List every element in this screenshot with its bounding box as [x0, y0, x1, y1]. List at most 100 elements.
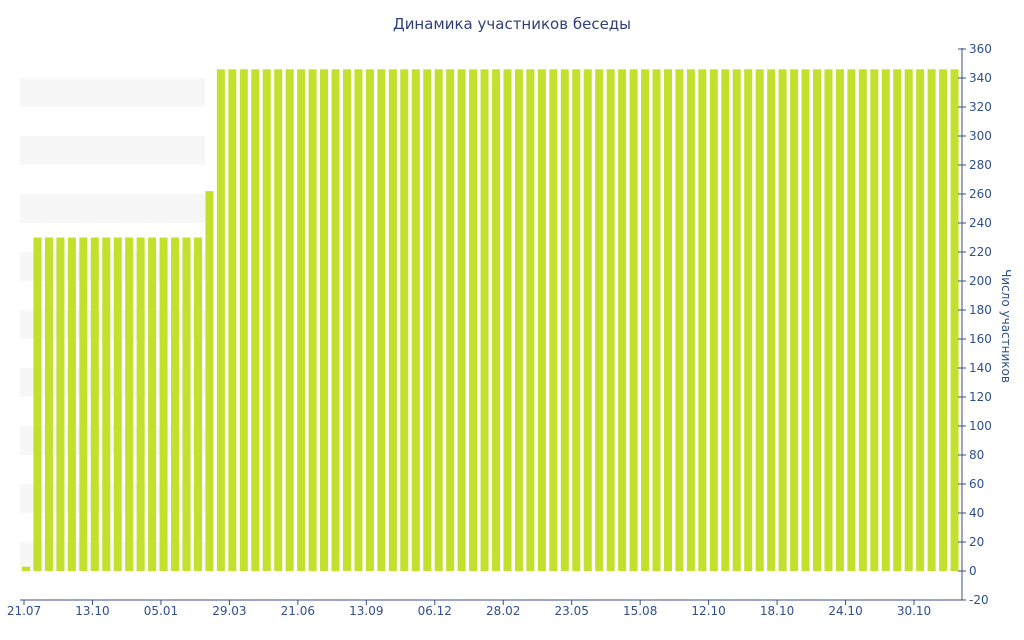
bar [90, 237, 99, 571]
bar [33, 237, 42, 571]
x-tick-label: 15.08 [623, 604, 657, 618]
y-tick-label: 320 [969, 100, 992, 114]
y-tick-label: 0 [969, 564, 977, 578]
y-tick-label: 100 [969, 419, 992, 433]
bar [767, 69, 776, 572]
grid-band [20, 136, 205, 165]
grid-band [20, 194, 205, 223]
bar [893, 69, 902, 572]
y-tick-label: 200 [969, 274, 992, 288]
y-ticks-group: -20 0 20 40 60 80 100 120 140 160 180 200 220 240 260 2… [958, 42, 992, 607]
bar [641, 69, 650, 572]
bar [606, 69, 615, 572]
bar [388, 69, 397, 572]
bar [297, 69, 306, 572]
bar [320, 69, 329, 572]
bar [904, 69, 913, 572]
bar [721, 69, 730, 572]
bar [262, 69, 271, 572]
bar [365, 69, 374, 572]
bar [709, 69, 718, 572]
bar [835, 69, 844, 572]
bar [423, 69, 432, 572]
y-tick-label: 260 [969, 187, 992, 201]
bar [881, 69, 890, 572]
grid-band [20, 78, 205, 107]
bar [560, 69, 569, 572]
x-tick-label: 13.09 [349, 604, 383, 618]
bar [778, 69, 787, 572]
bar [595, 69, 604, 572]
bar [618, 69, 627, 572]
bar [503, 69, 512, 572]
bar [744, 69, 753, 572]
x-tick-label: 21.07 [7, 604, 41, 618]
bar [308, 69, 317, 572]
bar [159, 237, 168, 571]
bar [858, 69, 867, 572]
bar [812, 69, 821, 572]
bar [950, 69, 959, 572]
bar [870, 69, 879, 572]
bar [125, 237, 134, 571]
bar [400, 69, 409, 572]
bar [113, 237, 122, 571]
x-tick-label: 24.10 [828, 604, 862, 618]
bar [182, 237, 191, 571]
bars-group [22, 69, 959, 572]
bar [377, 69, 386, 572]
bar [193, 237, 202, 571]
bar [686, 69, 695, 572]
x-tick-label: 23.05 [555, 604, 589, 618]
x-tick-label: 18.10 [760, 604, 794, 618]
y-tick-label: 60 [969, 477, 984, 491]
y-axis-label: Число участников [999, 269, 1013, 383]
y-tick-label: 160 [969, 332, 992, 346]
axes-group [20, 48, 963, 601]
bar [698, 69, 707, 572]
bar [274, 69, 283, 572]
y-tick-label: -20 [969, 593, 989, 607]
y-tick-label: 180 [969, 303, 992, 317]
x-tick-label: 28.02 [486, 604, 520, 618]
bar [205, 191, 214, 571]
bar [411, 69, 420, 572]
bar [56, 237, 65, 571]
y-tick-label: 40 [969, 506, 984, 520]
bar [228, 69, 237, 572]
x-tick-label: 13.10 [75, 604, 109, 618]
bar [285, 69, 294, 572]
bar [67, 237, 76, 571]
bar [583, 69, 592, 572]
bar [79, 237, 88, 571]
bar [824, 69, 833, 572]
y-tick-label: 80 [969, 448, 984, 462]
bar [480, 69, 489, 572]
x-tick-label: 06.12 [418, 604, 452, 618]
bar [537, 69, 546, 572]
bar [251, 69, 260, 572]
bar [331, 69, 340, 572]
bar [216, 69, 225, 572]
bar [22, 566, 31, 571]
bar [663, 69, 672, 572]
bar [927, 69, 936, 572]
y-tick-label: 220 [969, 245, 992, 259]
bar [354, 69, 363, 572]
bar [44, 237, 53, 571]
bar [239, 69, 248, 572]
chart-title: Динамика участников беседы [393, 15, 631, 33]
y-tick-label: 240 [969, 216, 992, 230]
bar [102, 237, 111, 571]
bar [549, 69, 558, 572]
x-tick-label: 12.10 [691, 604, 725, 618]
bar [847, 69, 856, 572]
bar [526, 69, 535, 572]
y-tick-label: 140 [969, 361, 992, 375]
y-tick-label: 120 [969, 390, 992, 404]
bar [469, 69, 478, 572]
bar [492, 69, 501, 572]
bar [446, 69, 455, 572]
